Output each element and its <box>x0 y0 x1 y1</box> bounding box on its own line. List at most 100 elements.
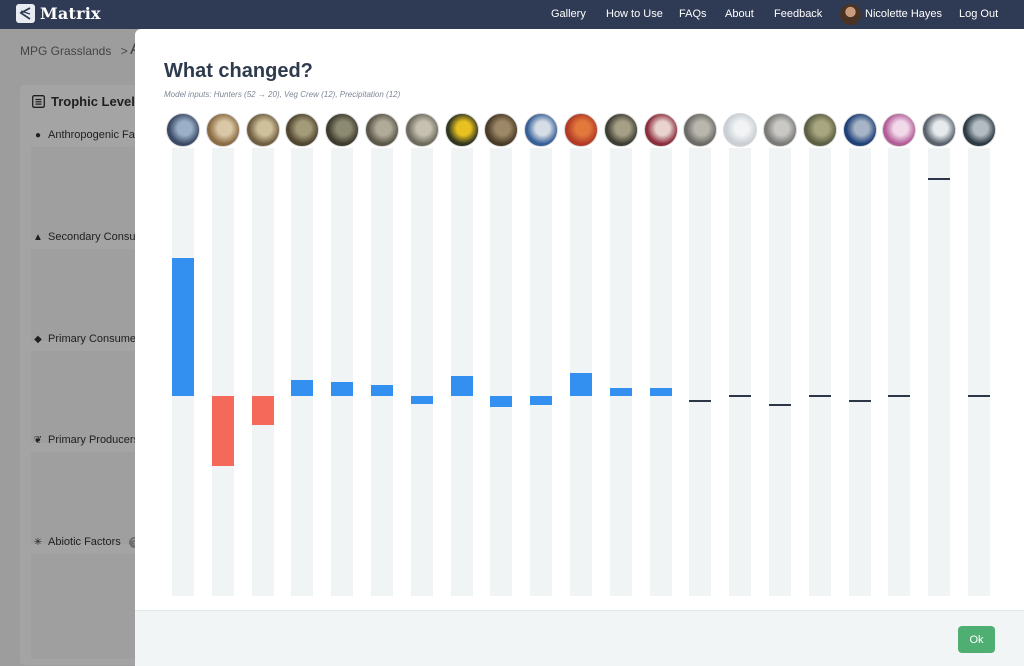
yellow-flower-photo-icon[interactable] <box>444 113 479 147</box>
species-column <box>442 29 482 629</box>
species-column <box>641 29 681 629</box>
nav-gallery[interactable]: Gallery <box>551 8 586 20</box>
nav-about[interactable]: About <box>725 8 754 20</box>
section-anthropogenic: ● Anthropogenic Fa <box>32 129 135 141</box>
no-change-marker <box>689 399 712 402</box>
owl-photo-icon[interactable] <box>285 113 320 147</box>
section-panel <box>31 351 145 443</box>
species-column <box>521 29 561 629</box>
section-secondary-consumers: ▲ Secondary Consu <box>32 231 135 243</box>
species-column <box>840 29 880 629</box>
change-track <box>848 148 871 596</box>
species-column <box>561 29 601 629</box>
trophic-level-title: Trophic Level <box>51 94 135 109</box>
change-track <box>251 148 274 596</box>
section-primary-consumers: ◆ Primary Consumer <box>32 333 140 345</box>
rodent-photo-icon[interactable] <box>365 113 399 147</box>
section-panel <box>31 147 145 239</box>
species-column <box>879 29 919 629</box>
section-label: Anthropogenic Fa <box>48 129 135 141</box>
user-avatar[interactable] <box>840 4 861 25</box>
species-column <box>163 29 203 629</box>
user-name-link[interactable]: Nicolette Hayes <box>865 8 943 20</box>
change-track <box>530 148 553 596</box>
decrease-bar <box>410 396 433 404</box>
frost-photo-icon[interactable] <box>723 113 758 147</box>
change-track <box>649 148 672 596</box>
no-change-marker <box>968 395 990 397</box>
brand-name: Matrix <box>40 4 101 23</box>
no-change-marker <box>888 395 911 397</box>
red-bird-photo-icon[interactable] <box>564 113 598 147</box>
change-track <box>609 148 632 596</box>
logout-link[interactable]: Log Out <box>959 8 999 20</box>
breadcrumb-link[interactable]: MPG Grasslands <box>20 44 112 58</box>
hunter-photo-icon[interactable] <box>166 113 200 147</box>
trophic-level-card: Trophic Level ● Anthropogenic Fa ▲ Secon… <box>20 85 145 665</box>
deer-photo-icon[interactable] <box>245 113 280 147</box>
species-column <box>760 29 800 629</box>
no-change-marker <box>808 395 831 397</box>
no-change-marker <box>928 178 951 181</box>
increase-bar <box>172 258 194 396</box>
section-panel <box>31 249 145 341</box>
soil-photo-icon[interactable] <box>683 113 718 147</box>
section-label: Primary Consumer <box>48 333 140 345</box>
change-track <box>729 148 752 596</box>
decrease-bar <box>530 396 553 406</box>
species-column <box>362 29 402 629</box>
elk-photo-icon[interactable] <box>205 113 240 147</box>
pink-flower-photo-icon[interactable] <box>643 113 678 147</box>
matrix-logo-icon <box>16 4 35 23</box>
increase-bar <box>291 380 314 396</box>
species-column <box>919 29 959 629</box>
grass-photo-icon[interactable] <box>404 113 439 147</box>
sun-icon: ✳ <box>33 536 43 548</box>
shrub-photo-icon[interactable] <box>802 113 837 147</box>
hawk-photo-icon[interactable] <box>603 113 638 147</box>
nav-how-to-use[interactable]: How to Use <box>606 8 663 20</box>
increase-bar <box>609 388 632 396</box>
decrease-bar <box>211 396 234 467</box>
modal-title: What changed? <box>164 60 313 82</box>
nav-faqs[interactable]: FAQs <box>679 8 707 20</box>
no-change-marker <box>769 404 791 407</box>
change-track <box>928 148 951 596</box>
brand[interactable]: Matrix <box>16 4 101 23</box>
blue-berry-photo-icon[interactable] <box>842 113 877 147</box>
water-photo-icon[interactable] <box>962 113 996 147</box>
help-icon[interactable]: ? <box>128 536 140 548</box>
ok-button[interactable]: Ok <box>958 626 995 653</box>
species-column <box>481 29 521 629</box>
species-column <box>322 29 362 629</box>
decrease-bar <box>490 396 513 408</box>
species-column <box>601 29 641 629</box>
change-track <box>968 148 990 596</box>
sky-photo-icon[interactable] <box>922 113 957 147</box>
section-label: Primary Producers <box>48 434 140 446</box>
trophic-level-heading: Trophic Level <box>32 94 135 109</box>
thistle-photo-icon[interactable] <box>882 113 917 147</box>
species-column <box>282 29 322 629</box>
increase-bar <box>570 373 592 396</box>
increase-bar <box>331 382 354 396</box>
species-column <box>959 29 999 629</box>
nav-feedback[interactable]: Feedback <box>774 8 823 20</box>
breadcrumb: MPG Grasslands > <box>20 44 128 58</box>
rock-photo-icon[interactable] <box>763 113 797 147</box>
bird-photo-icon[interactable] <box>325 113 360 147</box>
change-track <box>211 148 234 596</box>
change-track <box>490 148 513 596</box>
top-navbar: Matrix Gallery How to Use FAQs About Fee… <box>0 0 1024 29</box>
change-track <box>331 148 354 596</box>
species-column <box>800 29 840 629</box>
species-column <box>402 29 442 629</box>
person-icon: ● <box>34 129 42 141</box>
no-change-marker <box>848 399 871 402</box>
no-change-marker <box>729 395 752 397</box>
insect-photo-icon[interactable] <box>484 113 519 147</box>
bluebird-photo-icon[interactable] <box>524 113 559 147</box>
rabbit-icon: ◆ <box>34 333 42 345</box>
section-panel <box>31 452 145 544</box>
decrease-bar <box>251 396 274 426</box>
